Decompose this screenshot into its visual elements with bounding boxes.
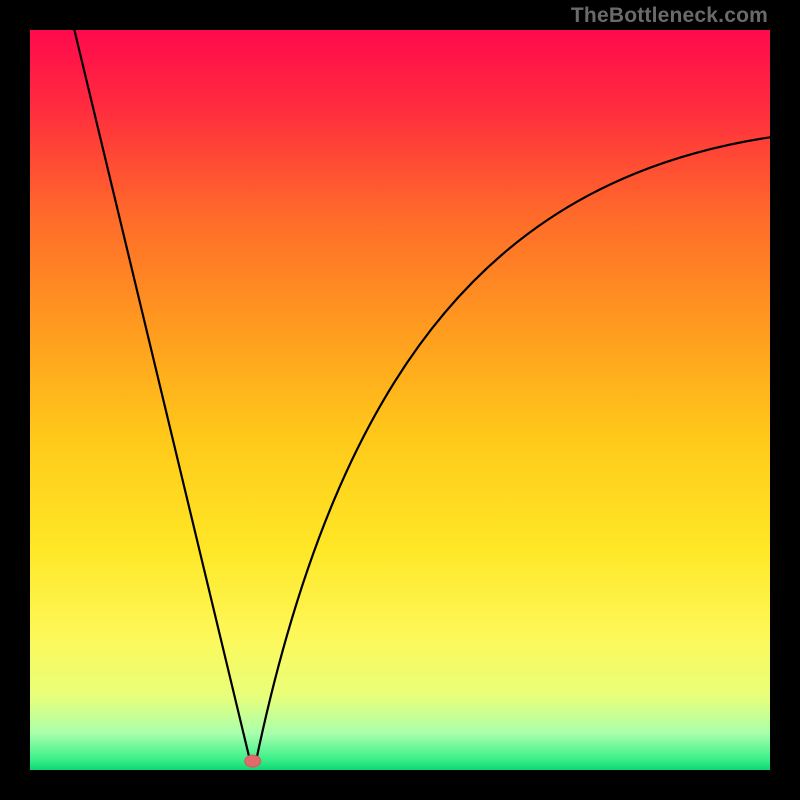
curve-right-branch: [256, 137, 770, 762]
plot-area: [30, 30, 770, 770]
watermark-text: TheBottleneck.com: [571, 4, 768, 28]
plot-svg: [30, 30, 770, 770]
curve-left-branch: [74, 30, 250, 763]
chart-frame: TheBottleneck.com: [0, 0, 800, 800]
gradient-background: [30, 30, 770, 770]
vertex-marker: [245, 755, 261, 767]
